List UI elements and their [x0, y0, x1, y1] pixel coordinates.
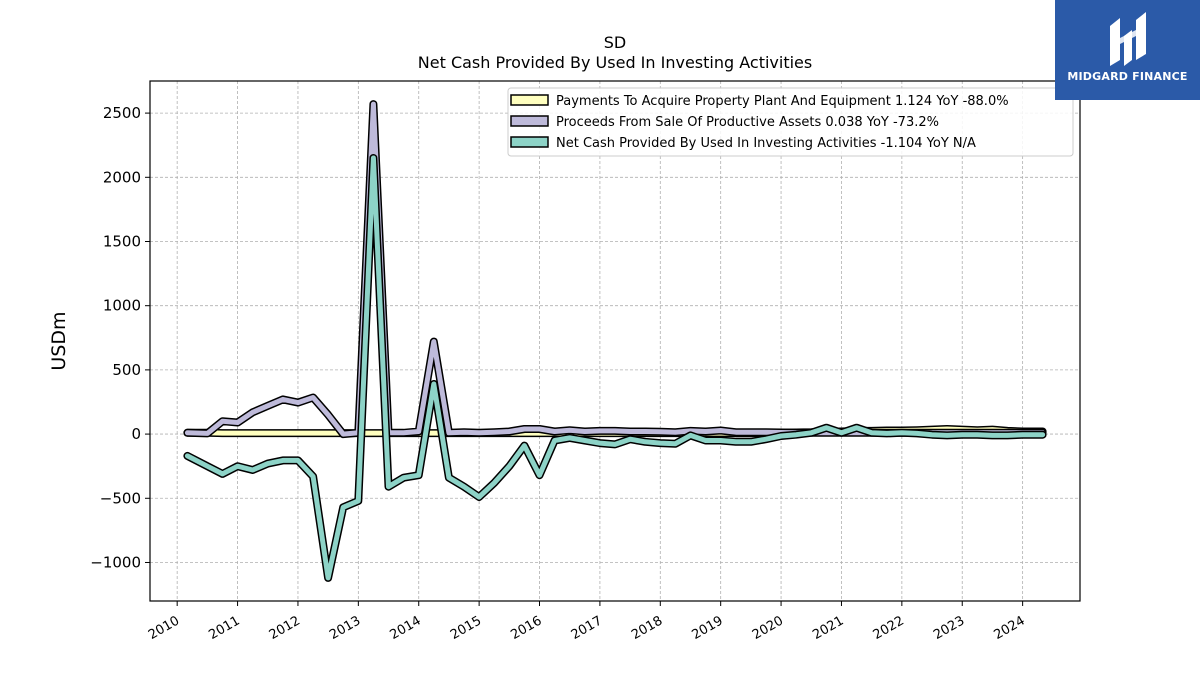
logo-text: MIDGARD FINANCE	[1067, 70, 1188, 83]
x-tick-label: 2010	[146, 613, 182, 643]
series-outline-2	[183, 154, 1047, 582]
y-axis: −1000 −500 0 500 1000 1500 2000 2500	[90, 104, 150, 571]
y-tick-label: 2500	[103, 104, 141, 122]
x-tick-label: 2022	[871, 613, 907, 643]
y-tick-label: −1000	[90, 553, 141, 571]
x-tick-label: 2013	[327, 613, 363, 643]
legend-swatch-1	[510, 115, 549, 127]
legend-label-0: Payments To Acquire Property Plant And E…	[556, 94, 1009, 109]
y-tick-label: −500	[100, 489, 141, 507]
x-tick-label: 2012	[267, 613, 303, 643]
x-tick-label: 2015	[448, 613, 484, 643]
legend-swatch-0	[510, 94, 549, 106]
y-tick-label: 500	[112, 361, 141, 379]
legend-label-1: Proceeds From Sale Of Productive Assets …	[556, 115, 939, 130]
x-tick-label: 2019	[690, 613, 726, 643]
x-tick-label: 2020	[750, 613, 786, 643]
y-axis-label: USDm	[48, 311, 70, 370]
y-tick-label: 1000	[103, 297, 141, 315]
series-lines	[183, 100, 1047, 582]
x-tick-label: 2016	[508, 613, 544, 643]
series-line-2	[184, 155, 1046, 581]
x-tick-label: 2018	[629, 613, 665, 643]
x-tick-label: 2021	[810, 613, 846, 643]
y-tick-label: 0	[131, 425, 141, 443]
x-tick-label: 2014	[388, 613, 424, 643]
legend-label-2: Net Cash Provided By Used In Investing A…	[556, 136, 976, 151]
x-axis: 2010 2011 2012 2013 2014 2015 2016 2017 2018 2019…	[146, 601, 1028, 643]
x-tick-label: 2017	[569, 613, 605, 643]
x-tick-label: 2023	[931, 613, 967, 643]
y-tick-label: 2000	[103, 168, 141, 186]
plot-frame	[149, 80, 1081, 602]
logo-mark-icon	[1110, 12, 1146, 66]
legend: Payments To Acquire Property Plant And E…	[507, 87, 1074, 157]
x-tick-label: 2024	[991, 613, 1027, 643]
chart-subtitle: Net Cash Provided By Used In Investing A…	[418, 53, 812, 72]
grid-lines	[150, 81, 1080, 601]
legend-box	[507, 87, 1074, 157]
legend-swatch-2	[510, 136, 549, 148]
x-tick-label: 2011	[206, 613, 242, 643]
brand-logo: MIDGARD FINANCE	[1055, 0, 1200, 100]
chart-title: SD	[604, 33, 626, 52]
y-tick-label: 1500	[103, 232, 141, 250]
